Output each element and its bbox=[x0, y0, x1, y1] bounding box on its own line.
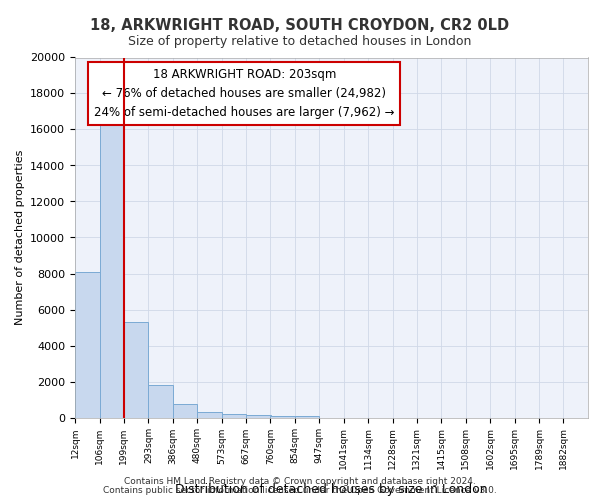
Bar bbox=[148, 385, 173, 418]
Bar bbox=[124, 322, 148, 418]
Bar bbox=[173, 404, 197, 417]
Text: Size of property relative to detached houses in London: Size of property relative to detached ho… bbox=[128, 35, 472, 48]
Text: Contains public sector information licensed under the Open Government Licence v3: Contains public sector information licen… bbox=[103, 486, 497, 495]
Y-axis label: Number of detached properties: Number of detached properties bbox=[14, 150, 25, 325]
Text: 18, ARKWRIGHT ROAD, SOUTH CROYDON, CR2 0LD: 18, ARKWRIGHT ROAD, SOUTH CROYDON, CR2 0… bbox=[91, 18, 509, 32]
X-axis label: Distribution of detached houses by size in London: Distribution of detached houses by size … bbox=[175, 483, 488, 496]
Text: Contains HM Land Registry data © Crown copyright and database right 2024.: Contains HM Land Registry data © Crown c… bbox=[124, 477, 476, 486]
Bar bbox=[246, 415, 271, 418]
Bar bbox=[197, 412, 222, 418]
Bar bbox=[75, 272, 100, 418]
Bar bbox=[100, 118, 124, 418]
Bar bbox=[221, 414, 246, 418]
Bar bbox=[271, 416, 295, 418]
Bar bbox=[295, 416, 319, 418]
Text: 18 ARKWRIGHT ROAD: 203sqm
← 76% of detached houses are smaller (24,982)
24% of s: 18 ARKWRIGHT ROAD: 203sqm ← 76% of detac… bbox=[94, 68, 395, 120]
